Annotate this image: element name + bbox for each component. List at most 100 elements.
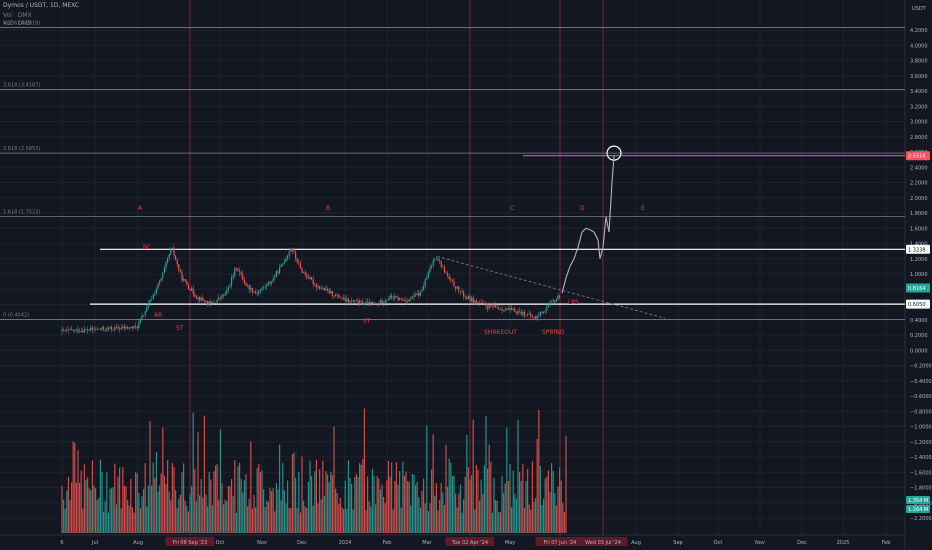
candle-body: [344, 297, 346, 302]
candle-body: [403, 300, 405, 301]
candle-body: [106, 327, 108, 331]
candle-body: [387, 299, 389, 301]
candle-body: [295, 252, 297, 259]
volume-bar: [163, 475, 165, 533]
candle-body: [543, 311, 545, 314]
candle-body: [392, 297, 394, 299]
volume-bar: [525, 480, 527, 533]
candle-body: [184, 279, 186, 282]
projected-price-path: [599, 247, 604, 259]
price-tick-label: 2.8000: [910, 135, 928, 141]
volume-bar: [413, 474, 415, 533]
candle-body: [115, 326, 117, 328]
candle-body: [152, 294, 154, 300]
volume-bar: [151, 485, 153, 533]
candle-body: [71, 328, 73, 330]
candle-body: [365, 302, 367, 305]
candle-body: [525, 315, 527, 317]
volume-bar: [165, 483, 167, 533]
candle-body: [474, 300, 476, 303]
volume-bar: [159, 485, 161, 533]
candle-body: [314, 284, 316, 285]
candle-body: [240, 272, 242, 275]
volume-bar: [240, 479, 242, 533]
volume-bar: [312, 505, 314, 533]
candle-body: [395, 296, 397, 298]
candle-body: [459, 290, 461, 292]
volume-bar: [482, 493, 484, 533]
candle-body: [149, 300, 151, 304]
candle-body: [426, 277, 428, 280]
candle-body: [251, 287, 253, 293]
volume-bar: [315, 459, 317, 533]
volume-bar: [381, 484, 383, 533]
candle-body: [325, 288, 327, 291]
volume-bar: [477, 469, 479, 533]
volume-bar: [189, 494, 191, 533]
volume-bar: [415, 485, 417, 533]
volume-bar: [503, 492, 505, 533]
volume-bar: [307, 481, 309, 533]
volume-bar: [215, 465, 217, 533]
price-tick-label: −0.8000: [910, 409, 932, 415]
candle-body: [171, 247, 173, 249]
projected-price-path: [573, 247, 579, 259]
volume-bar: [539, 465, 541, 533]
candle-body: [419, 291, 421, 296]
candle-body: [471, 297, 473, 301]
candle-body: [77, 329, 79, 333]
candle-body: [528, 313, 530, 315]
candle-body: [234, 268, 236, 276]
candle-body: [477, 302, 479, 303]
volume-bar: [333, 426, 335, 533]
volume-bar: [370, 506, 372, 533]
volume-bar: [191, 485, 193, 533]
candle-body: [381, 300, 383, 304]
candle-body: [464, 296, 466, 298]
volume-bar: [479, 500, 481, 533]
candle-body: [389, 295, 391, 300]
volume-bar: [421, 490, 423, 533]
candle-body: [379, 300, 381, 305]
volume-bar: [253, 494, 255, 533]
candle-body: [119, 328, 121, 330]
volume-bar: [72, 441, 74, 533]
volume-bar: [224, 499, 226, 533]
projected-price-path: [577, 231, 583, 248]
candle-body: [263, 287, 265, 288]
price-tick-label: 3.0000: [910, 120, 928, 126]
volume-bar: [167, 460, 169, 533]
volume-bar: [207, 506, 209, 533]
volume-bar: [98, 498, 100, 533]
candle-body: [290, 248, 292, 252]
volume-bar: [235, 512, 237, 533]
time-tick-label: May: [505, 540, 515, 546]
volume-bar: [511, 507, 513, 533]
volume-bar: [469, 479, 471, 533]
volume-bar: [391, 462, 393, 533]
volume-bar: [203, 415, 205, 533]
candle-body: [367, 301, 369, 303]
volume-bar: [520, 481, 522, 533]
volume-bar: [66, 490, 68, 533]
volume-bar: [109, 488, 111, 533]
volume-bar: [272, 488, 274, 533]
candle-body: [74, 329, 76, 331]
candle-body: [506, 308, 508, 310]
candle-body: [82, 330, 84, 333]
volume-bar: [528, 504, 530, 533]
volume-bar: [293, 452, 295, 533]
candle-body: [128, 327, 130, 329]
candle-body: [491, 306, 493, 308]
target-price-tag: 2.5516: [908, 154, 926, 160]
volume-bar: [541, 505, 543, 533]
candle-body: [63, 329, 65, 331]
candle-body: [399, 298, 401, 301]
candle-body: [445, 272, 447, 274]
candle-body: [311, 277, 313, 280]
volume-bar: [107, 512, 109, 533]
volume-bar: [456, 507, 458, 533]
candle-body: [485, 303, 487, 307]
price-tick-label: −1.2000: [910, 440, 932, 446]
